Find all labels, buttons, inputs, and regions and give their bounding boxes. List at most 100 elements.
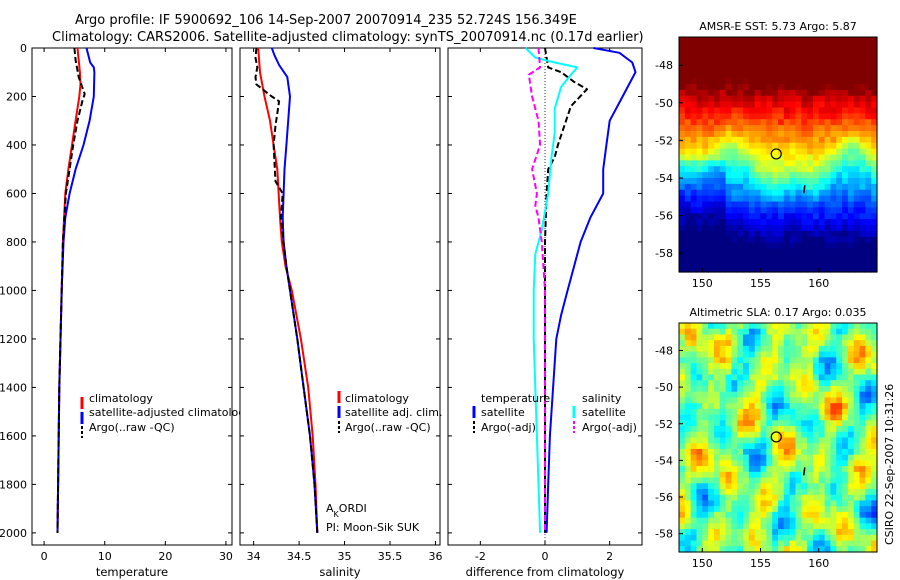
- map-cell: [795, 477, 802, 484]
- map-cell: [795, 363, 802, 370]
- map-cell: [847, 420, 855, 427]
- map-cell: [731, 460, 738, 467]
- map-cell: [818, 363, 826, 370]
- map-cell: [713, 219, 721, 226]
- map-cell: [731, 95, 738, 103]
- map-cell: [766, 534, 773, 542]
- map-cell: [766, 351, 773, 358]
- map-cell: [708, 84, 715, 91]
- map-cell: [731, 89, 738, 97]
- map-cell: [842, 460, 849, 467]
- map-cell: [818, 408, 826, 416]
- map-cell: [795, 101, 802, 109]
- map-cell: [830, 374, 837, 381]
- map-cell: [789, 266, 797, 273]
- map-cell: [702, 66, 709, 73]
- map-cell: [836, 207, 843, 214]
- map-cell: [824, 466, 832, 473]
- map-cell: [830, 368, 837, 376]
- map-cell: [818, 254, 826, 261]
- map-cell: [748, 142, 756, 150]
- map-cell: [859, 391, 866, 399]
- map-cell: [847, 340, 855, 347]
- map-cell: [842, 351, 849, 358]
- map-cell: [807, 391, 814, 399]
- map-cell: [853, 248, 861, 255]
- map-cell: [842, 431, 849, 439]
- map-cell: [748, 363, 756, 370]
- map-cell: [859, 230, 866, 238]
- map-cell: [865, 84, 872, 91]
- map-cell: [812, 529, 820, 536]
- map-cell: [789, 408, 797, 416]
- map-cell: [743, 248, 750, 255]
- map-cell: [702, 351, 709, 358]
- map-cell: [702, 414, 709, 421]
- map-cell: [853, 72, 861, 79]
- map-cell: [807, 334, 814, 341]
- map-cell: [778, 125, 785, 132]
- map-cell: [871, 471, 878, 479]
- map-cell: [754, 84, 762, 91]
- map-cell: [719, 529, 727, 536]
- map-cell: [737, 357, 744, 364]
- map-cell: [713, 408, 721, 416]
- map-cell: [836, 183, 843, 191]
- map-cell: [871, 380, 878, 387]
- map-cell: [684, 426, 692, 433]
- map-cell: [766, 60, 773, 67]
- map-cell: [801, 213, 808, 220]
- map-cell: [743, 213, 750, 220]
- map-cell: [778, 230, 785, 238]
- map-cell: [772, 454, 779, 461]
- map-cell: [743, 368, 750, 376]
- map-cell: [743, 420, 750, 427]
- map-cell: [713, 357, 721, 364]
- map-cell: [719, 511, 727, 519]
- map-cell: [702, 37, 709, 44]
- map-cell: [713, 225, 721, 232]
- map-cell: [772, 477, 779, 484]
- map-cell: [830, 443, 837, 450]
- map-cell: [783, 131, 791, 138]
- map-cell: [818, 89, 826, 97]
- map-cell: [818, 48, 826, 56]
- map-cell: [772, 119, 779, 126]
- map-cell: [859, 254, 866, 261]
- map-cell: [812, 183, 820, 191]
- map-cell: [807, 166, 814, 173]
- map-cell: [830, 483, 837, 490]
- map-cell: [754, 230, 762, 238]
- map-cell: [778, 172, 785, 179]
- map-cell: [859, 368, 866, 376]
- map-cell: [719, 500, 727, 507]
- map-cell: [772, 380, 779, 387]
- map-cell: [853, 443, 861, 450]
- map-cell: [725, 368, 733, 376]
- map-cell: [836, 101, 843, 109]
- map-cell: [760, 466, 767, 473]
- operator-sub: K: [334, 510, 340, 519]
- map-cell: [719, 414, 727, 421]
- map-cell: [807, 517, 814, 524]
- map-cell: [684, 183, 692, 191]
- map-cell: [830, 189, 837, 197]
- map-cell: [859, 351, 866, 358]
- map-cell: [830, 534, 837, 542]
- map-cell: [760, 403, 767, 410]
- map-cell: [865, 101, 872, 109]
- map-cell: [725, 529, 733, 536]
- map-cell: [766, 207, 773, 214]
- map-cell: [830, 213, 837, 220]
- map-cell: [737, 408, 744, 416]
- map-cell: [795, 443, 802, 450]
- map-cell: [865, 471, 872, 479]
- temperature-legend: climatology satellite-adjusted climatolo…: [80, 392, 252, 438]
- map-cell: [871, 328, 878, 336]
- map-cell: [842, 323, 849, 330]
- map-cell: [725, 60, 733, 67]
- map-cell: [760, 380, 767, 387]
- map-cell: [748, 195, 756, 203]
- map-cell: [696, 534, 703, 542]
- map-cell: [836, 477, 843, 484]
